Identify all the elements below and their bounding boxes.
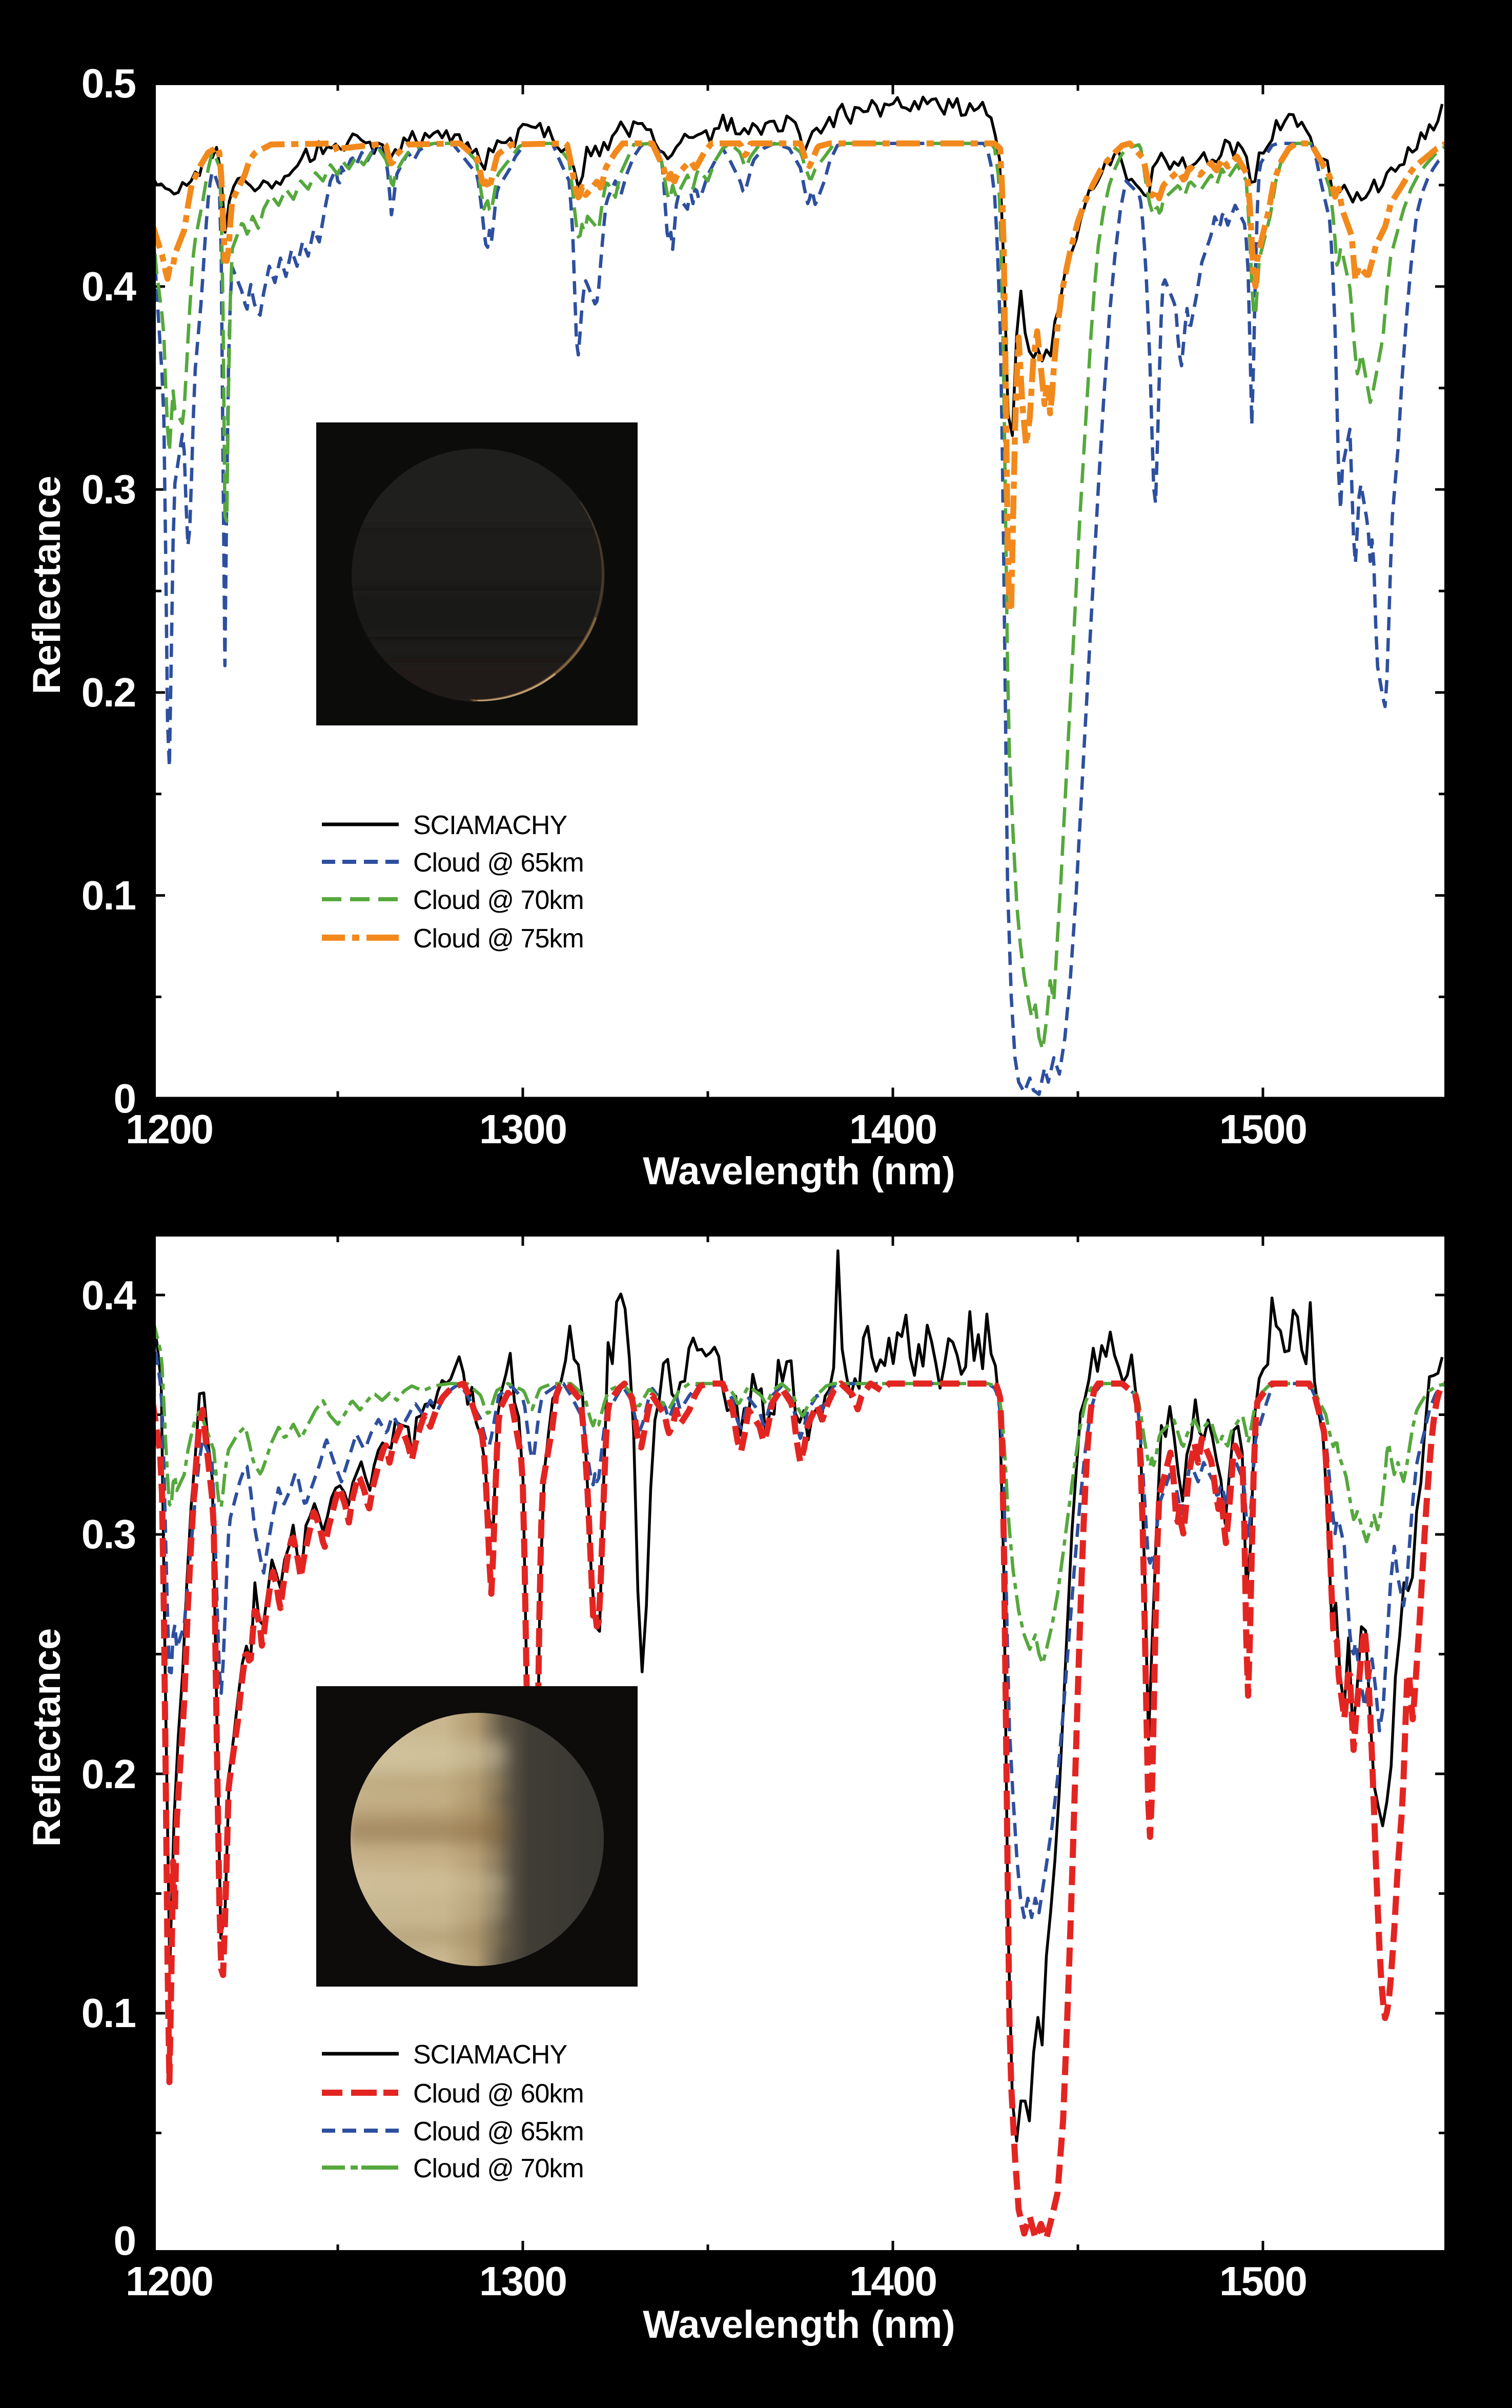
svg-text:0.3: 0.3 [81, 467, 135, 512]
svg-text:Cloud @ 75km: Cloud @ 75km [413, 924, 584, 954]
svg-text:Reflectance: Reflectance [25, 476, 69, 695]
svg-text:Wavelength (nm): Wavelength (nm) [643, 2303, 955, 2346]
svg-text:0.3: 0.3 [81, 1511, 135, 1557]
svg-text:1500: 1500 [1219, 1106, 1306, 1152]
svg-text:Cloud @ 65km: Cloud @ 65km [413, 848, 584, 878]
svg-text:0: 0 [114, 1076, 136, 1121]
svg-text:0.1: 0.1 [81, 873, 136, 918]
svg-text:Cloud @ 60km: Cloud @ 60km [413, 2079, 584, 2109]
svg-text:0.5: 0.5 [81, 60, 136, 106]
svg-text:0.4: 0.4 [81, 1272, 137, 1318]
svg-text:Wavelength (nm): Wavelength (nm) [643, 1149, 955, 1193]
svg-text:1500: 1500 [1219, 2258, 1306, 2304]
svg-text:Reflectance: Reflectance [25, 1628, 69, 1847]
svg-text:1200: 1200 [126, 2258, 213, 2304]
svg-text:0: 0 [114, 2218, 136, 2263]
svg-text:1400: 1400 [849, 2258, 936, 2304]
svg-text:1300: 1300 [479, 2258, 566, 2304]
svg-text:1300: 1300 [479, 1106, 566, 1152]
svg-text:Cloud @ 65km: Cloud @ 65km [413, 2117, 584, 2147]
svg-text:Cloud @ 70km: Cloud @ 70km [413, 885, 584, 915]
svg-text:0.2: 0.2 [81, 670, 135, 715]
svg-text:0.1: 0.1 [81, 1990, 136, 2036]
svg-text:1400: 1400 [849, 1106, 936, 1152]
svg-text:0.2: 0.2 [81, 1751, 135, 1797]
svg-text:SCIAMACHY: SCIAMACHY [413, 811, 567, 840]
svg-text:0.4: 0.4 [81, 264, 137, 309]
svg-text:SCIAMACHY: SCIAMACHY [413, 2040, 567, 2070]
svg-text:Cloud @ 70km: Cloud @ 70km [413, 2154, 584, 2183]
svg-text:1200: 1200 [126, 1106, 213, 1152]
